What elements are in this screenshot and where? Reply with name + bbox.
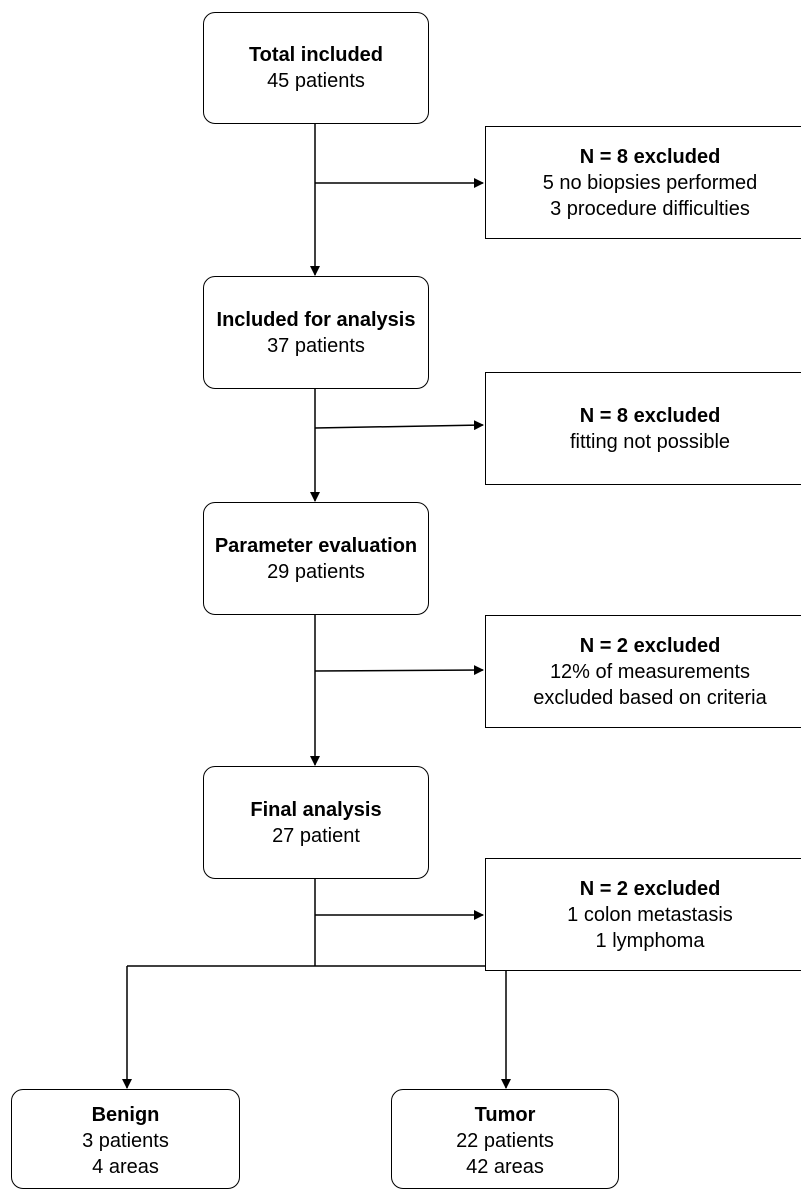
included-for-analysis-count: 37 patients [267, 334, 365, 357]
arrow-to-excluded-2 [314, 420, 484, 431]
excluded-2-reason-1: fitting not possible [569, 430, 731, 453]
total-included-box: Total included 45 patients [203, 12, 429, 124]
excluded-4-reason-2: 1 lymphoma [595, 929, 705, 952]
benign-title: Benign [91, 1104, 160, 1126]
benign-box: Benign 3 patients 4 areas [11, 1089, 240, 1189]
parameter-evaluation-title: Parameter evaluation [214, 534, 418, 557]
included-for-analysis-box: Included for analysis 37 patients [203, 276, 429, 389]
parameter-evaluation-box: Parameter evaluation 29 patients [203, 502, 429, 615]
excluded-4-box: N = 2 excluded 1 colon metastasis 1 lymp… [485, 858, 801, 971]
excluded-2-box: N = 8 excluded fitting not possible [485, 372, 801, 485]
tumor-title: Tumor [474, 1104, 536, 1126]
final-analysis-box: Final analysis 27 patient [203, 766, 429, 879]
excluded-1-reason-2: 3 procedure difficulties [550, 197, 750, 220]
benign-areas: 4 areas [92, 1156, 159, 1178]
excluded-4-reason-1: 1 colon metastasis [567, 903, 733, 926]
excluded-1-title: N = 8 excluded [579, 145, 721, 168]
excluded-3-reason-1: 12% of measurements [549, 660, 751, 683]
excluded-1-reason-1: 5 no biopsies performed [542, 171, 758, 194]
excluded-1-box: N = 8 excluded 5 no biopsies performed 3… [485, 126, 801, 239]
included-for-analysis-title: Included for analysis [216, 308, 416, 331]
excluded-2-title: N = 8 excluded [579, 404, 721, 427]
tumor-box: Tumor 22 patients 42 areas [391, 1089, 619, 1189]
arrow-to-excluded-3 [314, 665, 484, 676]
excluded-3-reason-2: excluded based on criteria [533, 686, 767, 709]
final-analysis-count: 27 patient [272, 824, 360, 847]
parameter-evaluation-count: 29 patients [267, 560, 365, 583]
tumor-patients: 22 patients [456, 1130, 554, 1152]
total-included-count: 45 patients [267, 70, 365, 92]
excluded-3-box: N = 2 excluded 12% of measurements exclu… [485, 615, 801, 728]
benign-patients: 3 patients [82, 1130, 169, 1152]
excluded-3-title: N = 2 excluded [579, 634, 721, 657]
total-included-title: Total included [248, 44, 384, 66]
final-analysis-title: Final analysis [250, 798, 382, 821]
tumor-areas: 42 areas [466, 1156, 544, 1178]
excluded-4-title: N = 2 excluded [579, 877, 721, 900]
